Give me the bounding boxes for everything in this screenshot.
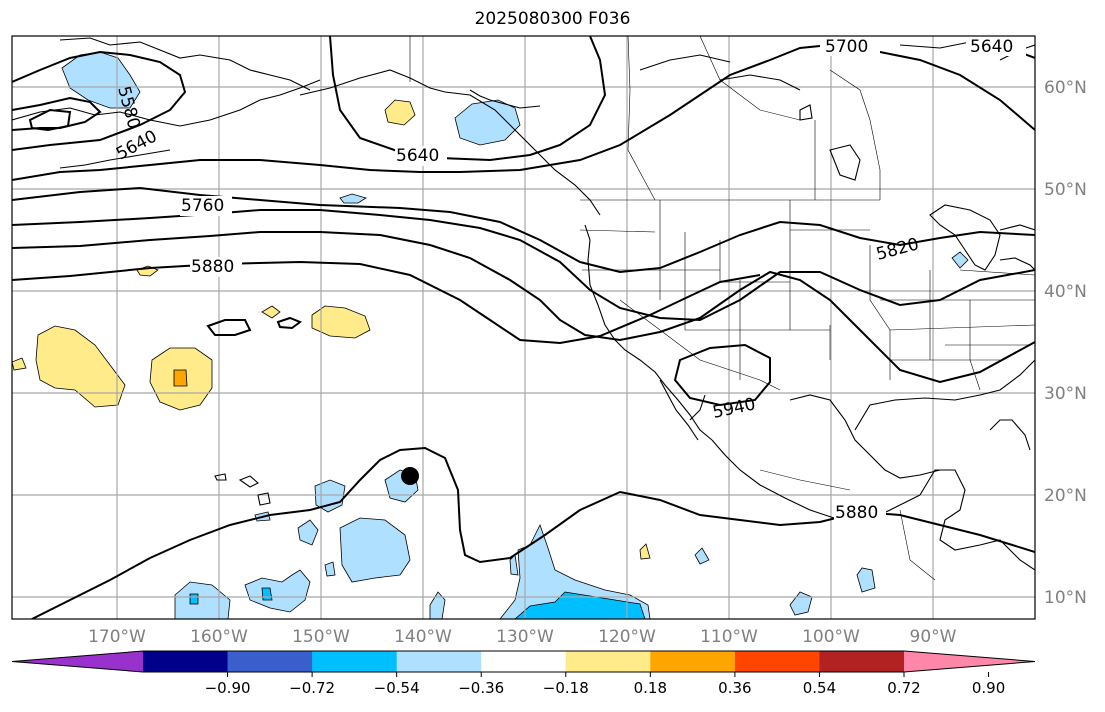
longitude-label: 160°W	[190, 627, 248, 647]
positive-anomaly-region	[261, 305, 281, 319]
map-frame	[11, 35, 1036, 620]
storm-position-marker	[401, 467, 419, 485]
longitude-label: 170°W	[88, 627, 146, 647]
colorbar-segment	[650, 651, 736, 672]
longitude-labels: 170°W 160°W 150°W 140°W 130°W 120°W 110°…	[88, 627, 957, 647]
negative-anomaly-region	[694, 547, 710, 565]
negative-anomaly-region	[514, 591, 646, 619]
negative-anomaly-region	[499, 523, 651, 619]
colorbar: −0.90 −0.72 −0.54 −0.36 −0.18 0.18 0.36 0.54 0.7…	[11, 650, 1036, 697]
latitude-label: 20°N	[1044, 486, 1087, 506]
positive-anomaly-region	[639, 543, 651, 560]
colorbar-extend-max	[904, 651, 1035, 672]
positive-anomaly-region	[173, 369, 188, 387]
negative-anomaly-region	[244, 569, 311, 613]
contour-label: 5880	[191, 257, 234, 277]
colorbar-tick-label: 0.18	[634, 679, 667, 697]
longitude-label: 120°W	[598, 627, 656, 647]
colorbar-tick-label: −0.90	[205, 679, 251, 697]
colorbar-tick-label: 0.72	[887, 679, 920, 697]
latitude-labels: 60°N 50°N 40°N 30°N 20°N 10°N	[1044, 78, 1087, 608]
longitude-label: 90°W	[910, 627, 957, 647]
map-title: 2025080300 F036	[474, 9, 631, 29]
negative-anomaly-region	[856, 567, 876, 593]
longitude-label: 130°W	[496, 627, 554, 647]
colorbar-outline	[11, 650, 1036, 673]
positive-anomaly-region	[12, 357, 27, 371]
positive-anomaly-region	[311, 305, 371, 339]
longitude-label: 140°W	[394, 627, 452, 647]
negative-anomaly-region	[174, 581, 231, 619]
colorbar-segment	[396, 651, 482, 672]
colorbar-segment	[819, 651, 905, 672]
negative-anomaly-region	[951, 251, 969, 269]
colorbar-tick-label: −0.36	[458, 679, 504, 697]
contour-label: 5880	[835, 503, 878, 523]
negative-anomaly-region	[339, 193, 367, 204]
political-borders	[409, 36, 1035, 581]
negative-anomaly-region	[297, 519, 319, 546]
latitude-label: 30°N	[1044, 384, 1087, 404]
colorbar-segment	[565, 651, 651, 672]
negative-anomaly-region	[189, 593, 199, 605]
colorbar-segment	[734, 651, 820, 672]
colorbar-tick-label: −0.72	[289, 679, 335, 697]
negative-anomaly-region	[339, 517, 411, 583]
negative-anomaly-region	[789, 591, 813, 616]
negative-anomaly-region	[454, 99, 521, 146]
colorbar-tick-label: 0.36	[718, 679, 751, 697]
negative-anomaly-region	[314, 479, 346, 513]
longitude-label: 100°W	[802, 627, 860, 647]
latitude-label: 50°N	[1044, 180, 1087, 200]
positive-anomaly-region	[35, 325, 126, 408]
positive-anomaly-region	[384, 99, 416, 126]
latitude-label: 60°N	[1044, 78, 1087, 98]
colorbar-segment	[481, 651, 567, 672]
colorbar-tick-label: −0.18	[543, 679, 589, 697]
colorbar-tick-label: 0.90	[972, 679, 1005, 697]
colorbar-segment	[312, 651, 398, 672]
negative-anomaly-region	[429, 591, 446, 619]
negative-anomaly-region	[261, 587, 273, 601]
colorbar-tick-label: −0.54	[374, 679, 420, 697]
longitude-label: 150°W	[292, 627, 350, 647]
latitude-label: 40°N	[1044, 282, 1087, 302]
coastlines	[12, 37, 1035, 571]
latitude-label: 10°N	[1044, 588, 1087, 608]
contour-label: 5760	[181, 196, 224, 216]
colorbar-tick-label: 0.54	[803, 679, 836, 697]
negative-anomaly-region	[324, 561, 336, 577]
contour-label: 5640	[970, 37, 1013, 57]
contour-label: 5640	[396, 146, 439, 166]
contour-label: 5700	[825, 37, 868, 57]
colorbar-segment	[143, 651, 229, 672]
colorbar-segment	[227, 651, 313, 672]
longitude-label: 110°W	[700, 627, 758, 647]
colorbar-extend-min	[12, 651, 143, 672]
